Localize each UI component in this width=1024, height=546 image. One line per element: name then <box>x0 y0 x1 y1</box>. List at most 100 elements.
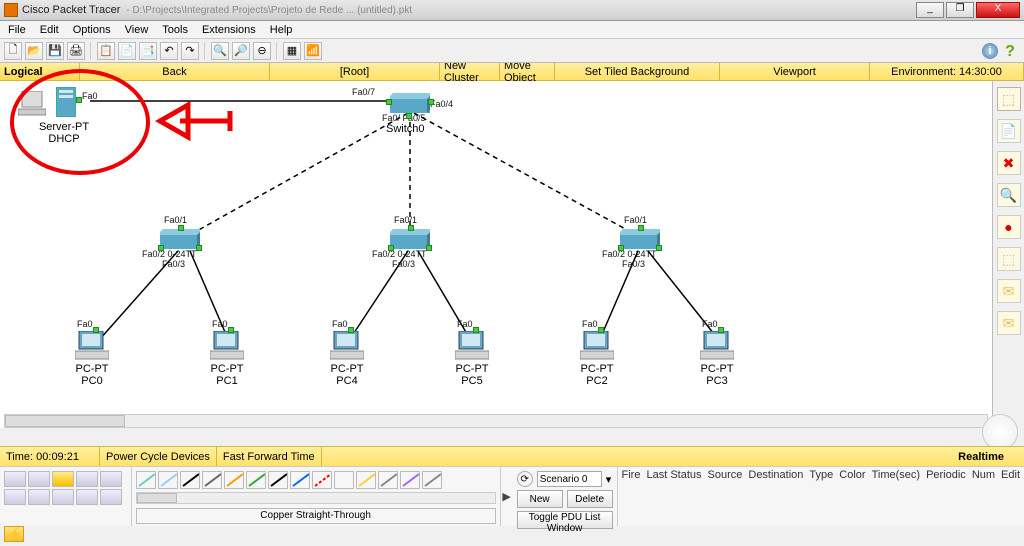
back-button[interactable]: Back <box>80 63 270 80</box>
menu-help[interactable]: Help <box>264 22 299 38</box>
toolbar-button[interactable]: 📑 <box>139 42 157 60</box>
logical-tab[interactable]: Logical <box>0 63 80 80</box>
pdu-header-num[interactable]: Num <box>972 469 995 481</box>
new-cluster-button[interactable]: New Cluster <box>440 63 500 80</box>
connection-type-5[interactable] <box>246 471 266 489</box>
viewport-button[interactable]: Viewport <box>720 63 870 80</box>
set-tiled-bg-button[interactable]: Set Tiled Background <box>555 63 720 80</box>
dropdown-arrow-icon[interactable]: ▾ <box>606 473 612 486</box>
device-category-7[interactable] <box>52 489 74 505</box>
connection-type-1[interactable] <box>158 471 178 489</box>
connection-type-4[interactable] <box>224 471 244 489</box>
scrollbar-thumb[interactable] <box>5 415 125 427</box>
menu-view[interactable]: View <box>119 22 155 38</box>
palette-tool-7[interactable]: ✉ <box>997 311 1021 335</box>
palette-tool-0[interactable]: ⬚ <box>997 87 1021 111</box>
power-cycle-button[interactable]: Power Cycle Devices <box>100 447 217 466</box>
menu-tools[interactable]: Tools <box>156 22 194 38</box>
device-category-3[interactable] <box>76 471 98 487</box>
expand-arrow-icon[interactable]: ▶ <box>501 467 513 526</box>
pdu-header-destination[interactable]: Destination <box>748 469 803 481</box>
connection-type-0[interactable] <box>136 471 156 489</box>
menu-options[interactable]: Options <box>67 22 117 38</box>
toolbar-button[interactable]: ⊖ <box>253 42 271 60</box>
toolbar-button[interactable]: 🗋 <box>4 42 22 60</box>
toolbar-button[interactable]: 🔎 <box>232 42 250 60</box>
device-pc0[interactable]: PC-PTPC0 <box>69 363 115 387</box>
new-scenario-button[interactable]: New <box>517 490 563 508</box>
connection-type-13[interactable] <box>422 471 442 489</box>
toolbar-button[interactable]: 📄 <box>118 42 136 60</box>
toolbar-button[interactable]: 📂 <box>25 42 43 60</box>
toolbar-button[interactable]: 🖨 <box>67 42 85 60</box>
device-pc2[interactable]: PC-PTPC2 <box>574 363 620 387</box>
realtime-clock-icon[interactable] <box>982 414 1018 450</box>
palette-tool-4[interactable]: ● <box>997 215 1021 239</box>
pdu-header-laststatus[interactable]: Last Status <box>646 469 701 481</box>
palette-tool-2[interactable]: ✖ <box>997 151 1021 175</box>
device-category-4[interactable] <box>100 471 122 487</box>
menu-extensions[interactable]: Extensions <box>196 22 262 38</box>
palette-tool-1[interactable]: 📄 <box>997 119 1021 143</box>
device-category-2[interactable] <box>52 471 74 487</box>
toolbar-button[interactable]: ▦ <box>283 42 301 60</box>
menu-edit[interactable]: Edit <box>34 22 65 38</box>
delete-scenario-button[interactable]: Delete <box>567 490 613 508</box>
pdu-header-source[interactable]: Source <box>708 469 743 481</box>
root-label[interactable]: [Root] <box>270 63 440 80</box>
pdu-bolt-icon[interactable]: ⚡ <box>4 526 24 542</box>
toolbar-button[interactable]: 📶 <box>304 42 322 60</box>
realtime-tab[interactable]: Realtime <box>938 451 1024 463</box>
scenario-dropdown[interactable] <box>537 471 602 487</box>
toolbar-button[interactable]: ↶ <box>160 42 178 60</box>
pdu-header-edit[interactable]: Edit <box>1001 469 1020 481</box>
move-object-button[interactable]: Move Object <box>500 63 555 80</box>
environment-label[interactable]: Environment: 14:30:00 <box>870 63 1024 80</box>
device-category-6[interactable] <box>28 489 50 505</box>
menu-file[interactable]: File <box>2 22 32 38</box>
toggle-pdu-list-button[interactable]: Toggle PDU List Window <box>517 511 613 529</box>
pdu-header-type[interactable]: Type <box>809 469 833 481</box>
device-server[interactable]: Server-PTDHCP <box>34 121 94 145</box>
connection-type-11[interactable] <box>378 471 398 489</box>
connection-type-10[interactable] <box>356 471 376 489</box>
maximize-button[interactable]: ❐ <box>946 2 974 18</box>
pdu-header-fire[interactable]: Fire <box>622 469 641 481</box>
reset-scenario-icon[interactable]: ⟳ <box>517 471 533 487</box>
connection-type-6[interactable] <box>268 471 288 489</box>
connection-type-8[interactable] <box>312 471 332 489</box>
device-switch0[interactable]: Switch0 <box>386 123 425 135</box>
close-button[interactable]: X <box>976 2 1020 18</box>
info-icon[interactable]: i <box>982 43 998 59</box>
workspace-canvas[interactable]: Fa0Server-PTDHCP Fa0/7Fa0/4Fa0/ Fa0/5Swi… <box>0 81 1024 428</box>
pdu-header-timesec[interactable]: Time(sec) <box>872 469 920 481</box>
device-category-8[interactable] <box>76 489 98 505</box>
toolbar-button[interactable]: 💾 <box>46 42 64 60</box>
device-category-1[interactable] <box>28 471 50 487</box>
toolbar-button[interactable]: 📋 <box>97 42 115 60</box>
device-category-5[interactable] <box>4 489 26 505</box>
horizontal-scrollbar[interactable] <box>4 414 988 428</box>
connection-type-12[interactable] <box>400 471 420 489</box>
device-pc5[interactable]: PC-PTPC5 <box>449 363 495 387</box>
palette-tool-5[interactable]: ⬚ <box>997 247 1021 271</box>
toolbar-button[interactable]: ↷ <box>181 42 199 60</box>
connection-type-3[interactable] <box>202 471 222 489</box>
help-icon[interactable]: ? <box>1002 43 1018 59</box>
device-pc3[interactable]: PC-PTPC3 <box>694 363 740 387</box>
device-category-9[interactable] <box>100 489 122 505</box>
palette-tool-6[interactable]: ✉ <box>997 279 1021 303</box>
connection-type-2[interactable] <box>180 471 200 489</box>
palette-tool-3[interactable]: 🔍 <box>997 183 1021 207</box>
pdu-header-periodic[interactable]: Periodic <box>926 469 966 481</box>
minimize-button[interactable]: _ <box>916 2 944 18</box>
pdu-header-color[interactable]: Color <box>839 469 865 481</box>
connection-scrollbar[interactable] <box>136 492 496 504</box>
fast-forward-button[interactable]: Fast Forward Time <box>217 447 322 466</box>
device-category-0[interactable] <box>4 471 26 487</box>
toolbar-button[interactable]: 🔍 <box>211 42 229 60</box>
connection-type-7[interactable] <box>290 471 310 489</box>
device-pc1[interactable]: PC-PTPC1 <box>204 363 250 387</box>
device-pc4[interactable]: PC-PTPC4 <box>324 363 370 387</box>
connection-type-9[interactable] <box>334 471 354 489</box>
